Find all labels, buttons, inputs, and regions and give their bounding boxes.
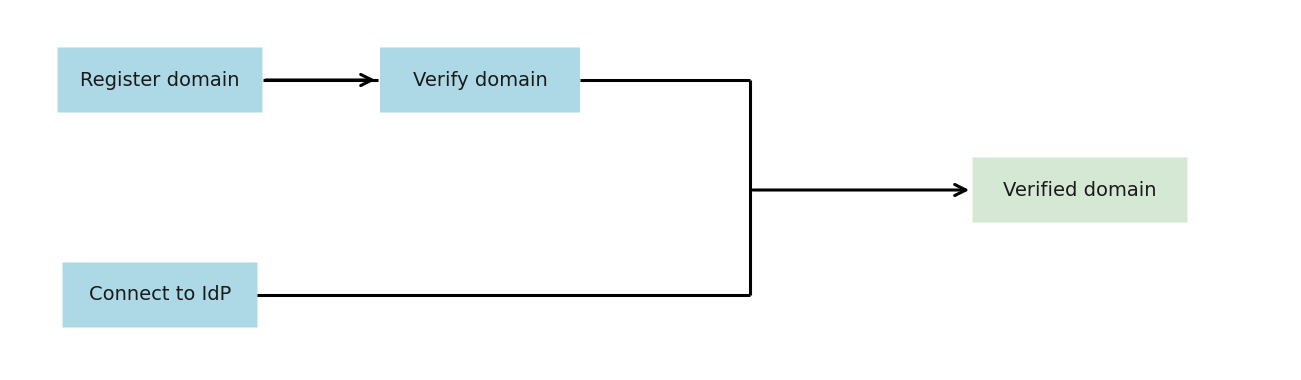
Text: Verified domain: Verified domain [1003, 180, 1157, 200]
FancyBboxPatch shape [62, 263, 258, 328]
Text: Verify domain: Verify domain [412, 71, 548, 90]
Text: Register domain: Register domain [81, 71, 239, 90]
FancyBboxPatch shape [973, 157, 1188, 223]
FancyBboxPatch shape [57, 48, 263, 112]
Text: Connect to IdP: Connect to IdP [88, 285, 232, 304]
FancyBboxPatch shape [380, 48, 580, 112]
